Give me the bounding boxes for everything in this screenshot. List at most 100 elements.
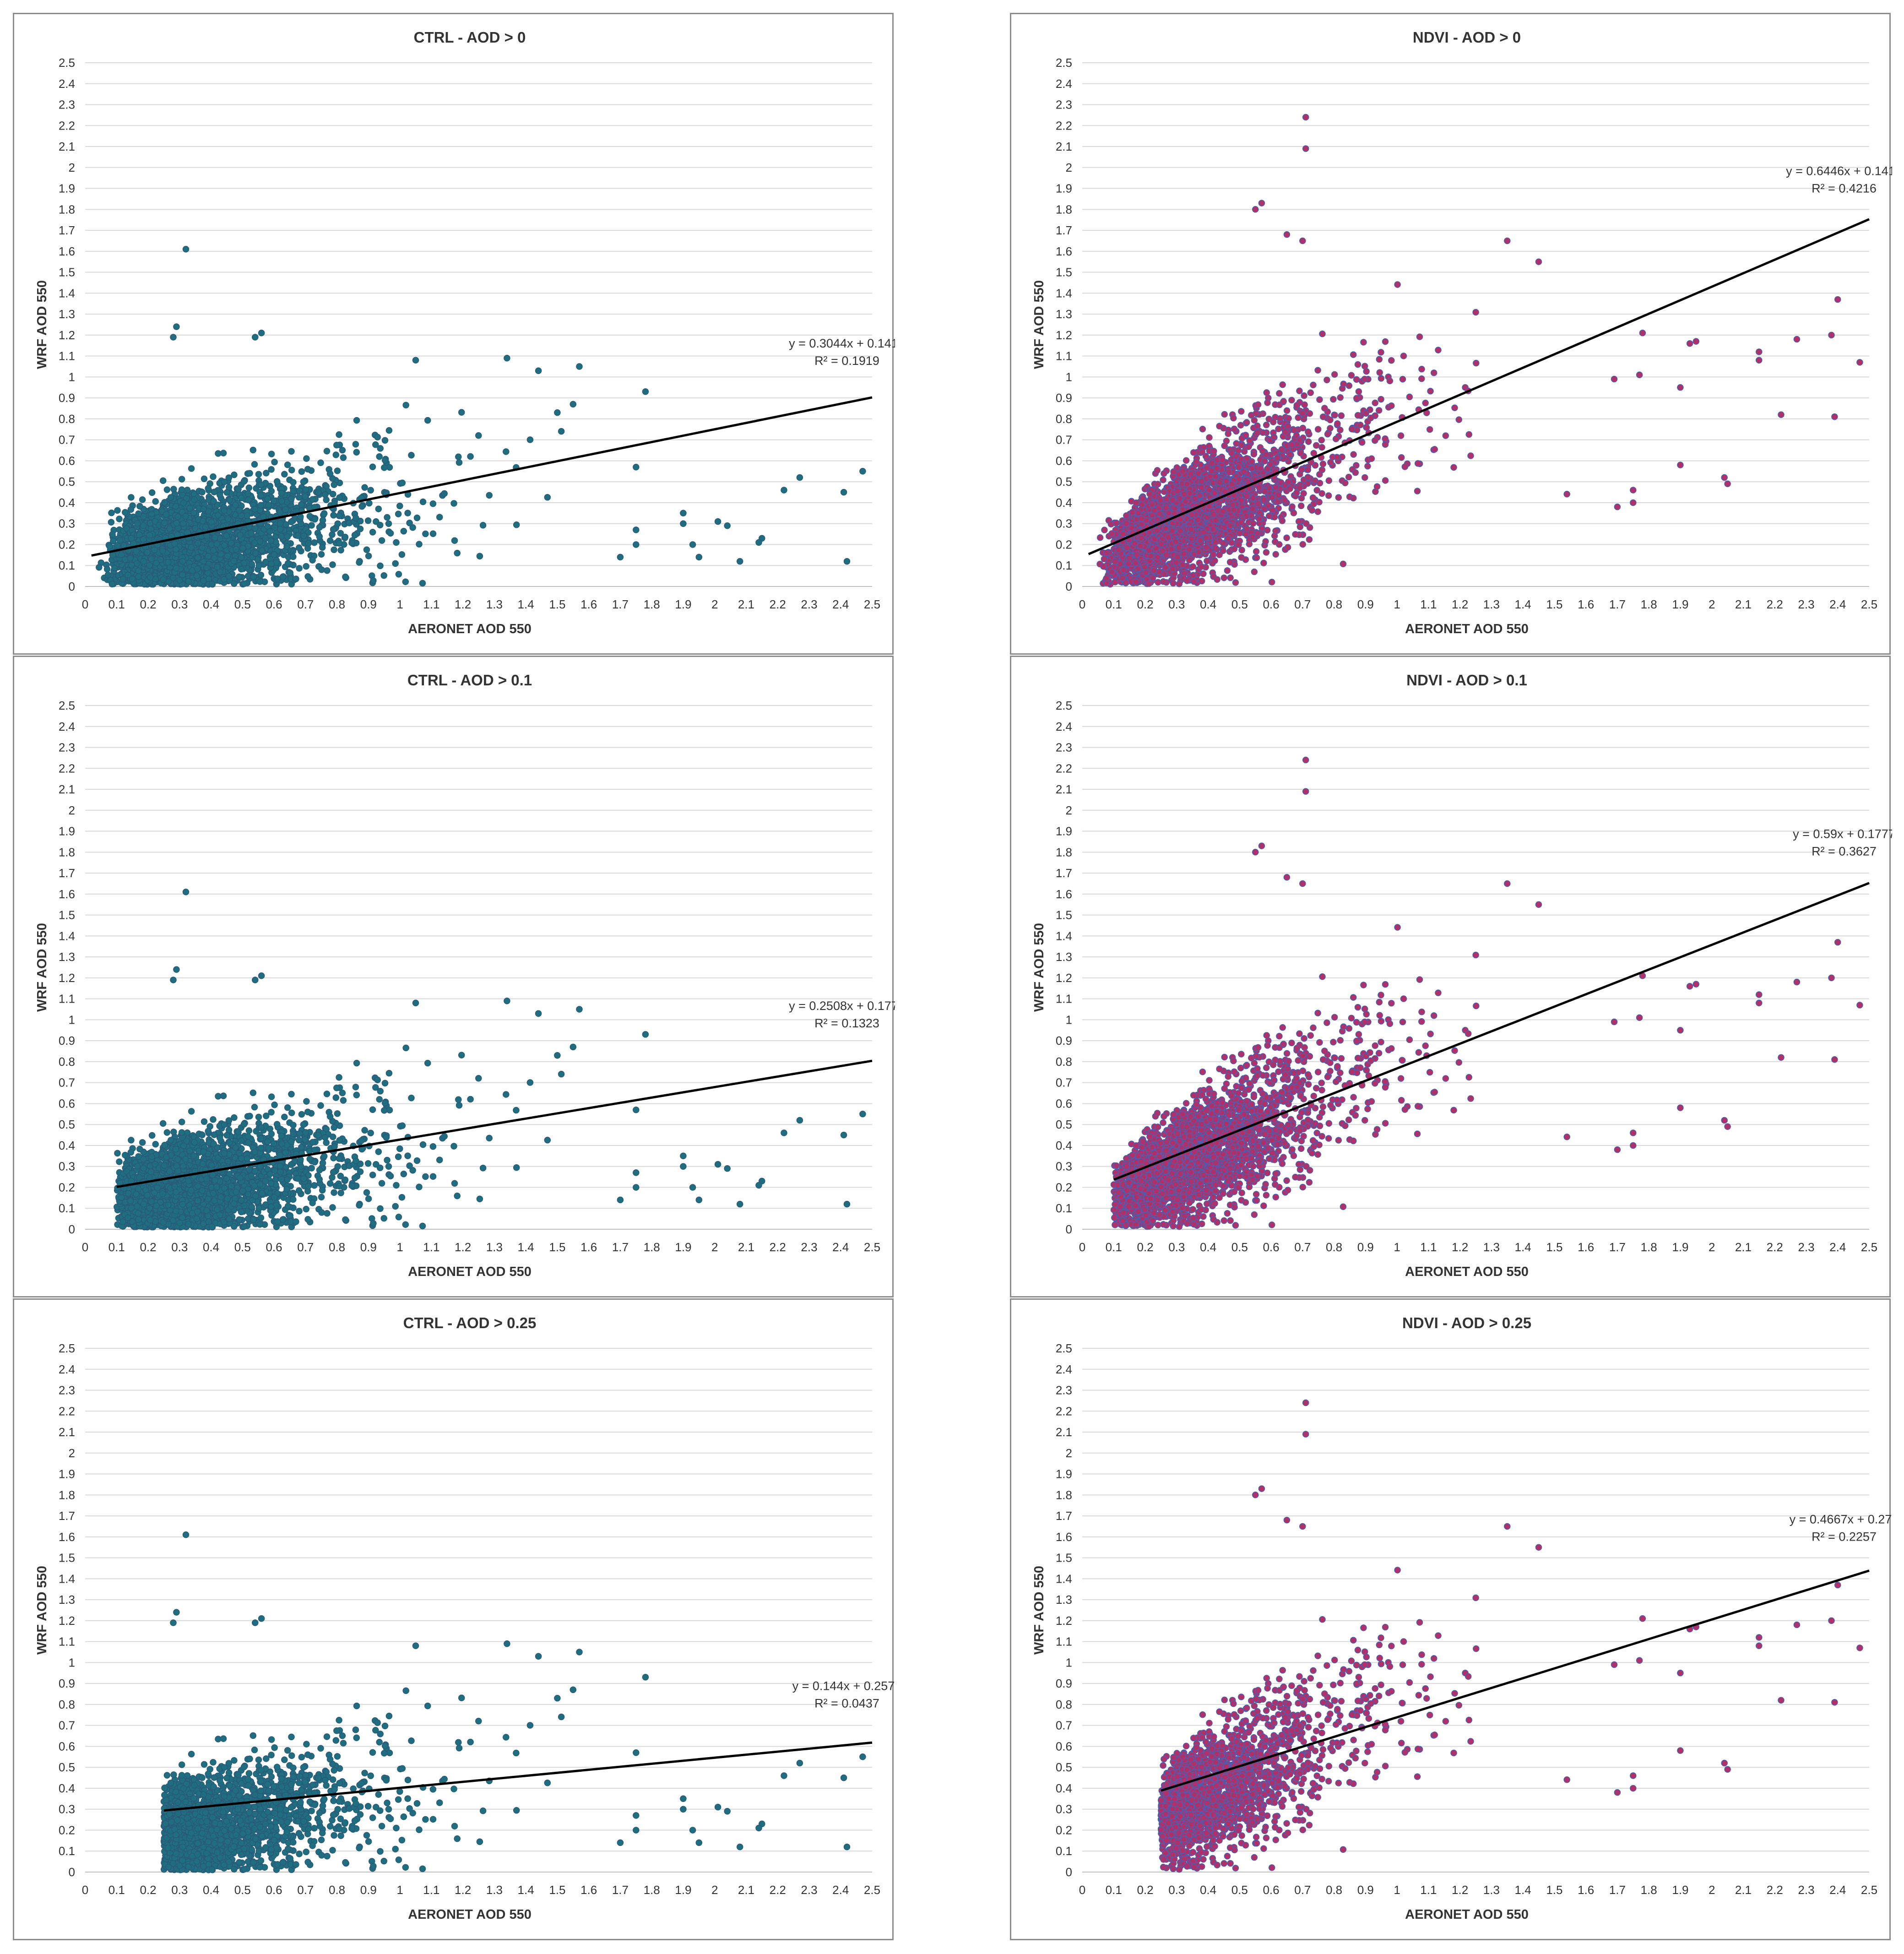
data-point [111,564,118,571]
data-point [178,486,185,493]
y-tick-label: 1.4 [1056,286,1072,300]
x-tick-label: 1 [1394,597,1400,611]
data-point [236,507,243,514]
data-point [170,486,177,493]
data-point [316,533,323,540]
data-point [399,479,406,487]
data-point [1284,544,1291,551]
y-tick-label: 0.4 [59,496,75,510]
data-point [385,427,393,434]
data-point [205,485,212,492]
data-point [161,519,168,526]
data-point [467,453,474,460]
data-point [308,522,315,529]
y-tick-label: 0.1 [59,559,75,572]
y-tick-label: 2.2 [59,119,75,132]
data-point [173,546,179,553]
y-tick-label: 1.3 [59,307,75,321]
data-point [226,573,233,580]
data-point [296,565,303,572]
gridlines [85,62,872,587]
data-point [380,572,387,579]
data-point [404,510,411,516]
data-point [1467,452,1474,459]
data-point [395,571,402,578]
data-point [304,573,311,580]
data-point [245,484,253,491]
data-point [1283,534,1290,542]
data-point [270,497,277,505]
data-point [680,520,687,527]
data-point [1225,430,1231,437]
x-tick-label: 2.1 [738,597,754,611]
x-tick-label: 2.1 [1735,597,1752,611]
trendline [91,396,873,557]
data-point [429,530,437,537]
y-tick-label: 2.3 [1056,98,1072,112]
data-points [96,246,866,588]
data-point [1357,421,1364,429]
data-point [323,448,331,455]
data-point [1301,392,1307,399]
x-tick-label: 0.2 [1137,597,1153,611]
data-point [238,494,245,502]
data-point [233,546,239,553]
x-tick-label: 2.3 [801,597,817,611]
data-point [171,540,178,548]
y-tick-label: 0 [69,580,75,593]
data-point [372,441,379,448]
y-tick-label: 1.2 [59,328,75,342]
x-tick-label: 0.4 [1200,597,1216,611]
data-point [114,507,121,514]
data-point [402,578,409,585]
y-tick-label: 0.2 [1056,537,1072,551]
y-tick-label: 1.1 [1056,349,1072,363]
data-point [202,524,209,531]
data-point [859,468,866,475]
data-point [211,554,218,561]
x-tick-label: 0.6 [266,597,282,611]
scatter-chart-ndvi-0: NDVI - AOD > 000.10.20.30.40.50.60.70.80… [1032,29,1892,636]
data-point [274,575,281,582]
data-point [1378,349,1384,356]
data-point [317,459,324,467]
data-point [208,581,216,587]
data-point [1305,428,1312,435]
data-point [1227,574,1234,581]
data-point [224,553,231,559]
data-point [146,562,153,569]
data-point [309,496,316,503]
data-point [201,475,208,483]
y-tick-label: 2.1 [1056,140,1072,153]
data-point [252,550,259,557]
data-point [298,501,305,508]
chart-panel-ctrl-0: CTRL - AOD > 0 0 0.1 0.2 0.3 0.4 0.5 0.6 0.7 0.8 0… [13,13,895,655]
data-point [503,448,510,455]
data-point [311,539,318,546]
data-point [267,537,275,544]
data-point [278,498,285,505]
x-axis-ticks: 0 0.1 0.2 0.3 0.4 0.5 0.6 0.7 0.8 0.9 1 1.1 1.2 1.3 1.… [82,597,880,611]
data-point [840,488,847,496]
data-point [250,573,257,581]
data-point [174,513,181,521]
data-point [268,560,275,567]
data-points [1096,114,1863,588]
data-point [163,486,171,493]
y-tick-label: 1.3 [1056,307,1072,321]
data-point [290,479,297,486]
data-point [642,388,649,395]
data-point [377,445,384,452]
data-point [1345,473,1352,481]
data-point [164,559,172,566]
x-tick-label: 0.2 [140,597,156,611]
data-point [1243,419,1250,426]
data-point [135,573,142,581]
data-point [336,512,343,519]
data-point [127,506,135,513]
x-tick-label: 2.5 [864,597,880,611]
data-point [1183,457,1190,464]
data-point [1361,375,1368,383]
data-point [298,468,305,475]
data-point [173,323,180,330]
